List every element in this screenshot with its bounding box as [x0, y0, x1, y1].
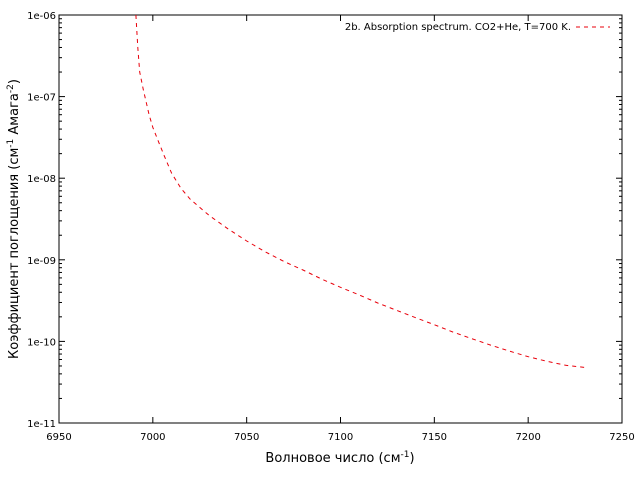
series-layer	[136, 15, 585, 367]
y-axis-label: Коэффициент поглощения (см-1 Амага-2)	[6, 79, 22, 359]
series-line	[136, 15, 585, 367]
plot-frame	[59, 15, 622, 423]
x-tick-label: 7100	[328, 432, 353, 443]
x-tick-label: 7050	[234, 432, 259, 443]
y-tick-label: 1e-09	[27, 256, 56, 267]
x-axis-ticks: 6950 7000 7050 7100 7150 7200 7250	[46, 15, 634, 443]
x-tick-label: 7000	[140, 432, 165, 443]
y-axis-ticks: 1e-11 1e-10 1e-09 1e-08 1e-07 1e-06	[27, 11, 622, 430]
x-tick-label: 7250	[609, 432, 634, 443]
legend: 2b. Absorption spectrum. CO2+He, T=700 K…	[345, 22, 610, 33]
x-tick-label: 6950	[46, 432, 71, 443]
y-tick-label: 1e-08	[27, 174, 56, 185]
x-tick-label: 7150	[422, 432, 447, 443]
y-tick-label: 1e-06	[27, 11, 56, 22]
x-tick-label: 7200	[515, 432, 540, 443]
y-tick-label: 1e-11	[27, 419, 56, 430]
legend-entry-label: 2b. Absorption spectrum. CO2+He, T=700 K…	[345, 22, 571, 33]
y-tick-label: 1e-10	[27, 337, 56, 348]
x-axis-label: Волновое число (см-1)	[265, 450, 414, 466]
y-tick-label: 1e-07	[27, 93, 56, 104]
